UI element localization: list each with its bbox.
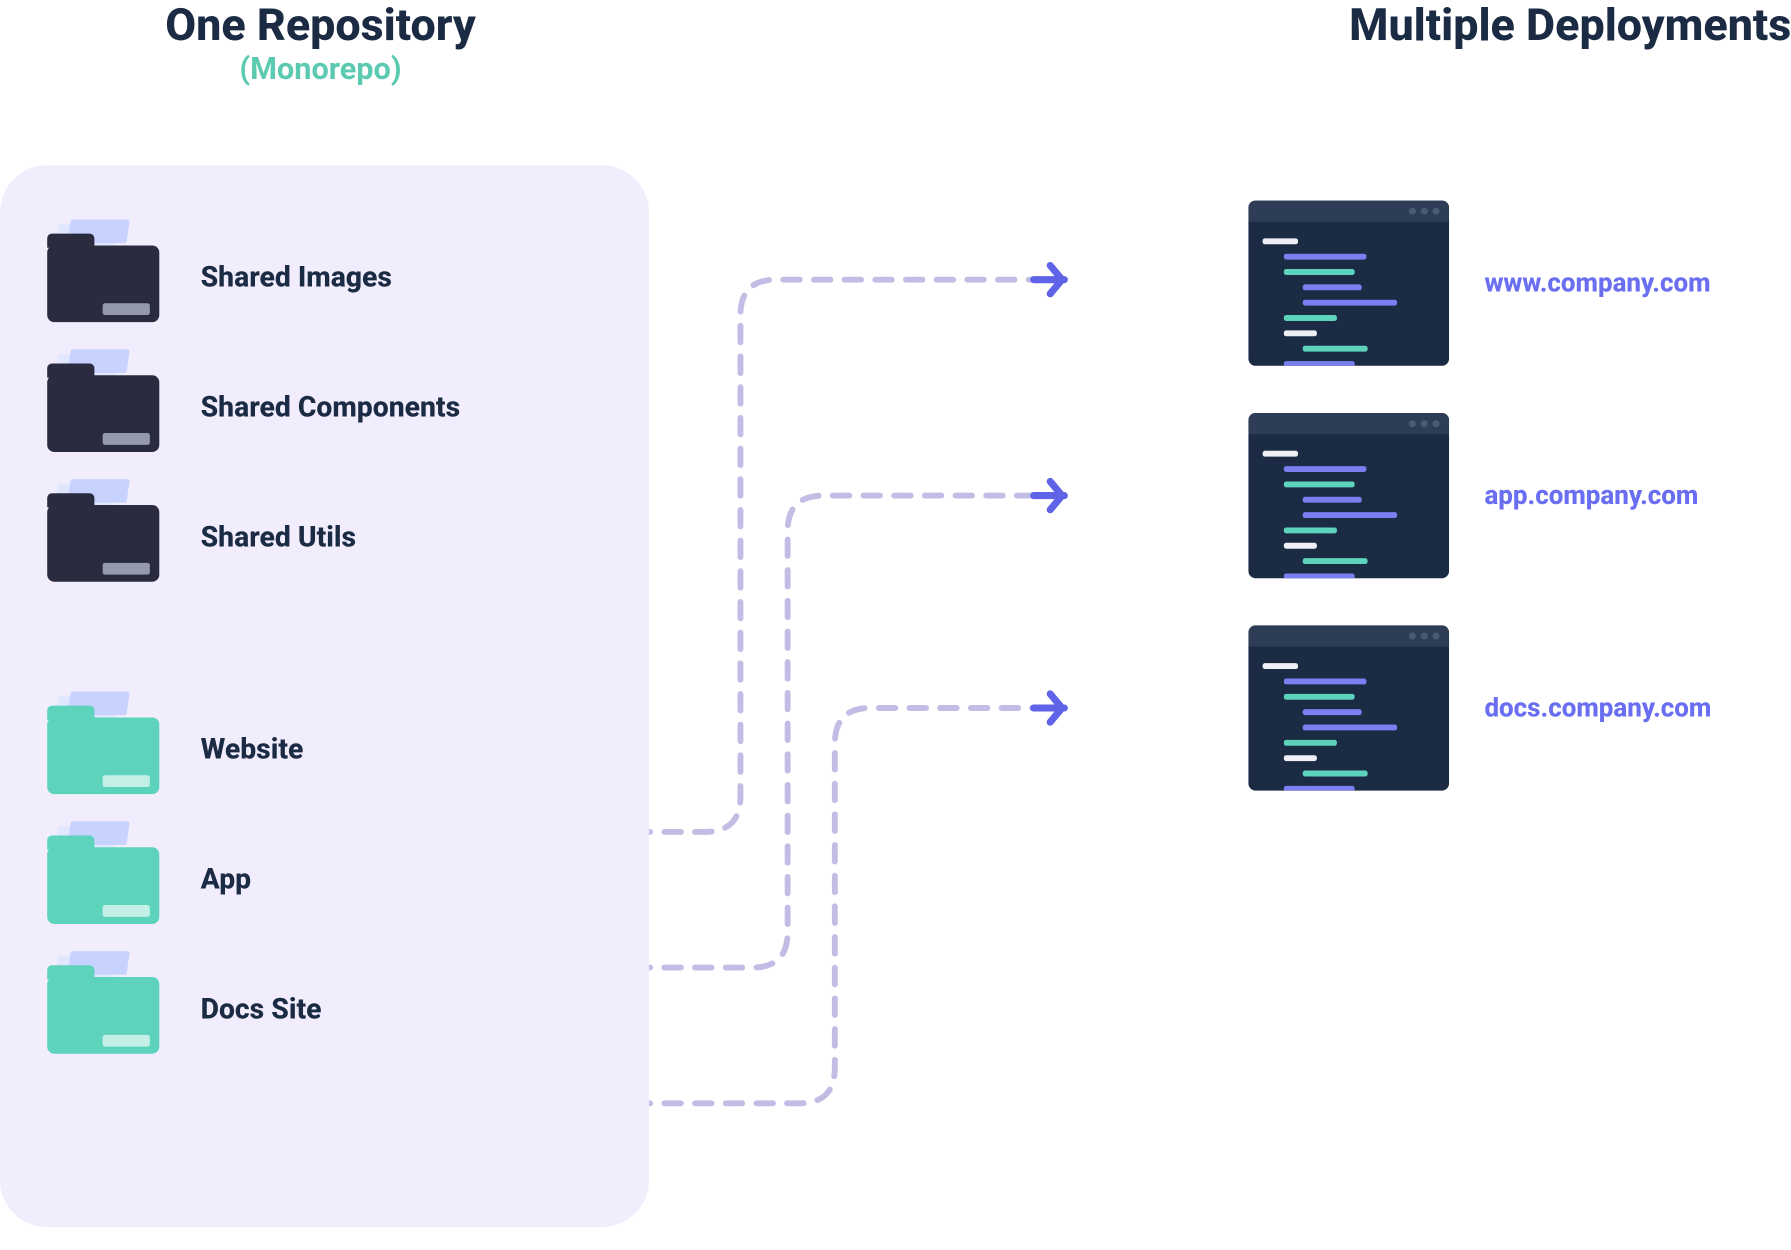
code-window-icon [1248,625,1449,790]
heading-left: One Repository (Monorepo) [165,0,476,87]
folder-icon [47,493,159,582]
folder-label: Website [201,733,304,766]
folder-label: Shared Utils [201,520,356,553]
heading-subtitle: (Monorepo) [165,52,476,87]
heading-right: Multiple Deployments [1349,0,1791,52]
code-window-icon [1248,413,1449,578]
folder-icon [47,233,159,322]
deployment-row-1: app.company.com [1248,389,1791,601]
folder-label: Docs Site [201,992,322,1025]
deployment-row-2: docs.company.com [1248,602,1791,814]
deployments-list: www.company.com app.company.com docs.compa… [1248,177,1791,814]
folder-icon [47,705,159,794]
folder-row-app-0: Website [47,684,602,814]
folder-row-shared-2: Shared Utils [47,472,602,602]
folder-icon [47,965,159,1053]
folder-row-shared-1: Shared Components [47,342,602,472]
folder-row-app-2: Docs Site [47,944,602,1074]
code-window-icon [1248,201,1449,366]
repository-box: Shared Images Shared Components Shared Uti… [0,165,649,1227]
folder-row-shared-0: Shared Images [47,212,602,342]
folder-row-app-1: App [47,814,602,944]
deployment-row-0: www.company.com [1248,177,1791,389]
deployment-url: docs.company.com [1484,693,1711,723]
deployment-url: www.company.com [1484,268,1710,298]
folder-label: Shared Components [201,391,461,424]
folder-icon [47,835,159,924]
folder-label: App [201,863,252,896]
folder-label: Shared Images [201,261,392,294]
heading-title: One Repository [165,0,476,52]
folder-icon [47,363,159,452]
deployment-url: app.company.com [1484,481,1698,511]
